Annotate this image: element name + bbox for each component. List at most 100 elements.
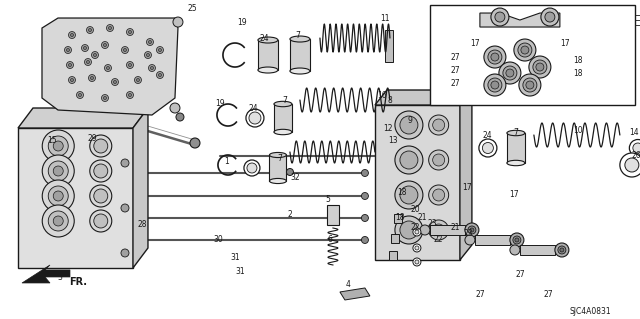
Polygon shape	[375, 105, 460, 260]
Bar	[520, 245, 555, 255]
Bar	[430, 5, 635, 105]
Circle shape	[129, 31, 131, 33]
Circle shape	[395, 216, 423, 244]
Text: 27: 27	[450, 78, 460, 87]
Circle shape	[362, 236, 369, 243]
Circle shape	[400, 151, 418, 169]
Circle shape	[48, 186, 68, 206]
Circle shape	[625, 158, 639, 172]
Text: 31: 31	[235, 267, 244, 277]
Text: 27: 27	[475, 291, 484, 300]
Circle shape	[147, 39, 154, 46]
Text: 7: 7	[296, 31, 300, 40]
Circle shape	[94, 189, 108, 203]
Circle shape	[148, 41, 152, 43]
Circle shape	[88, 28, 92, 32]
Circle shape	[433, 189, 445, 201]
Circle shape	[190, 138, 200, 148]
Circle shape	[173, 17, 183, 27]
Text: 25: 25	[187, 4, 196, 12]
Circle shape	[106, 25, 113, 32]
Circle shape	[513, 236, 521, 244]
Bar	[385, 30, 393, 62]
Polygon shape	[460, 90, 472, 260]
Circle shape	[104, 64, 111, 71]
Ellipse shape	[269, 152, 287, 158]
Ellipse shape	[249, 112, 261, 124]
Text: 6: 6	[328, 235, 332, 244]
Text: 7: 7	[278, 153, 282, 162]
Circle shape	[48, 161, 68, 181]
Text: 23: 23	[463, 229, 473, 239]
Circle shape	[415, 230, 419, 234]
Circle shape	[90, 210, 112, 232]
Circle shape	[81, 45, 88, 52]
Bar	[258, 40, 278, 70]
Circle shape	[558, 246, 566, 254]
Circle shape	[102, 94, 108, 101]
Circle shape	[515, 238, 519, 242]
Ellipse shape	[290, 36, 310, 42]
Circle shape	[533, 60, 547, 74]
Text: 11: 11	[380, 13, 390, 23]
Circle shape	[86, 26, 93, 33]
Text: 23: 23	[427, 219, 436, 228]
Text: 26: 26	[631, 151, 640, 160]
Circle shape	[129, 93, 131, 97]
Circle shape	[433, 119, 445, 131]
Ellipse shape	[507, 160, 525, 166]
Circle shape	[536, 63, 544, 71]
Circle shape	[42, 205, 74, 237]
Text: 17: 17	[560, 39, 570, 48]
Text: 9: 9	[408, 115, 412, 124]
Circle shape	[42, 130, 74, 162]
Polygon shape	[22, 265, 70, 283]
Circle shape	[491, 53, 499, 61]
Circle shape	[541, 8, 559, 26]
Ellipse shape	[507, 130, 525, 136]
Text: 5: 5	[326, 196, 330, 204]
Bar	[290, 39, 310, 71]
Circle shape	[415, 246, 419, 250]
Circle shape	[70, 78, 74, 82]
Circle shape	[362, 214, 369, 221]
Circle shape	[42, 180, 74, 212]
Text: 1: 1	[225, 158, 229, 167]
Text: 21: 21	[450, 224, 460, 233]
Circle shape	[122, 47, 129, 54]
Circle shape	[560, 248, 564, 252]
Text: 17: 17	[470, 39, 480, 48]
Text: 18: 18	[395, 213, 404, 222]
Circle shape	[433, 224, 445, 236]
Circle shape	[68, 63, 72, 67]
Circle shape	[400, 221, 418, 239]
Text: 2: 2	[287, 211, 292, 219]
Circle shape	[65, 47, 72, 54]
Text: 28: 28	[137, 220, 147, 229]
Bar	[274, 104, 292, 132]
Circle shape	[79, 93, 81, 97]
Circle shape	[499, 62, 521, 84]
Text: 19: 19	[215, 99, 225, 108]
Text: 13: 13	[388, 136, 397, 145]
Text: 7: 7	[282, 95, 287, 105]
Circle shape	[495, 12, 505, 22]
Text: 7: 7	[513, 128, 518, 137]
Circle shape	[506, 69, 514, 77]
Circle shape	[620, 153, 640, 177]
Circle shape	[519, 74, 541, 96]
Circle shape	[514, 39, 536, 61]
Circle shape	[70, 33, 74, 36]
Circle shape	[53, 141, 63, 151]
Circle shape	[488, 50, 502, 64]
Circle shape	[121, 204, 129, 212]
Circle shape	[86, 61, 90, 63]
Circle shape	[93, 54, 97, 56]
Text: 20: 20	[410, 205, 420, 214]
Circle shape	[176, 113, 184, 121]
Circle shape	[429, 115, 449, 135]
Text: 30: 30	[213, 235, 223, 244]
Bar	[507, 133, 525, 163]
Circle shape	[53, 166, 63, 176]
Text: 29: 29	[87, 134, 97, 143]
